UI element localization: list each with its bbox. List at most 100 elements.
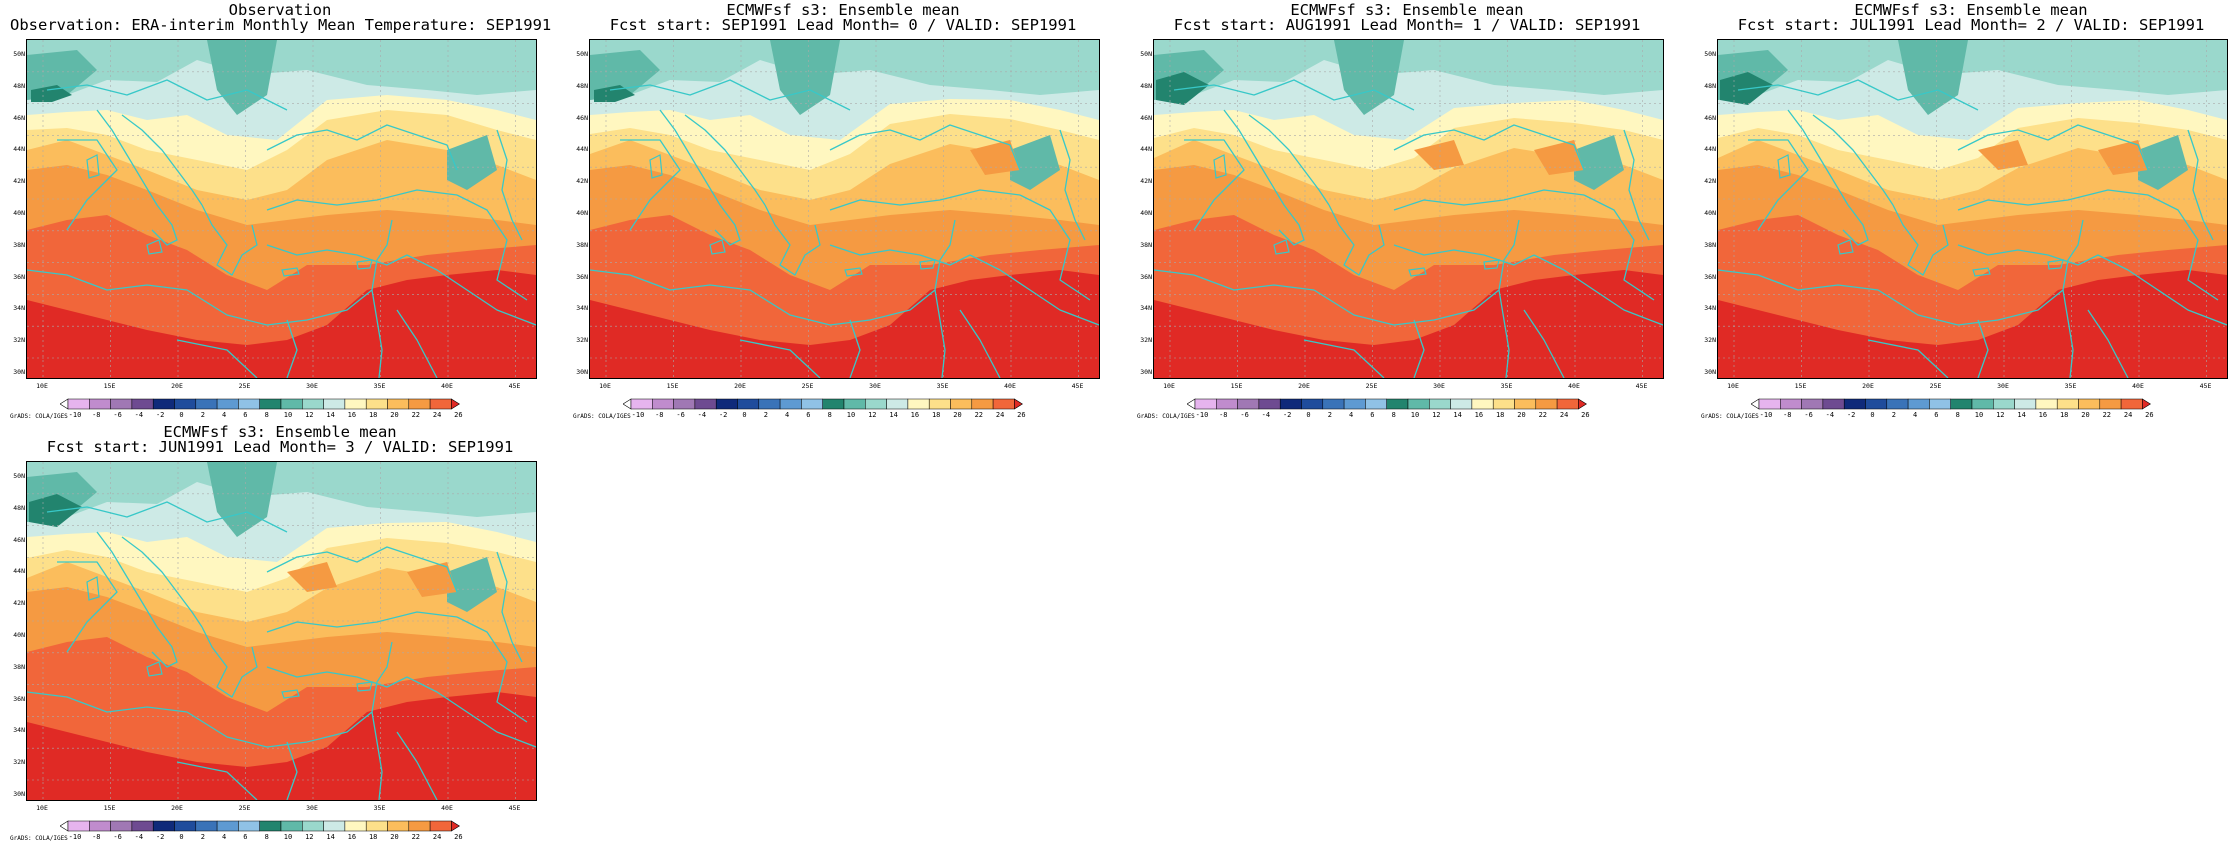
- lat-tick-label: 48N: [576, 81, 588, 90]
- colorbar-tick-label: 2: [763, 411, 768, 419]
- colorbar-tick-label: -8: [1219, 411, 1228, 419]
- colorbar-tick-label: 26: [454, 411, 463, 419]
- colorbar-tick-label: 26: [454, 833, 463, 841]
- lat-tick-label: 38N: [13, 662, 25, 671]
- lat-tick-label: 34N: [1704, 304, 1716, 313]
- colorbar-tick-label: 24: [432, 833, 442, 841]
- colorbar-tick-label: 22: [411, 411, 421, 419]
- lon-tick-label: 10E: [1163, 382, 1175, 390]
- colorbar: [60, 820, 460, 832]
- lat-tick-label: 46N: [1140, 113, 1152, 122]
- panel-title: Observation: [228, 1, 332, 19]
- lon-tick-label: 10E: [599, 382, 611, 390]
- lon-tick-label: 45E: [1635, 382, 1648, 390]
- lon-tick-label: 30E: [869, 382, 881, 390]
- lat-tick-label: 32N: [13, 758, 25, 767]
- lat-tick-label: 50N: [576, 50, 588, 58]
- lon-tick-label: 15E: [103, 382, 116, 390]
- colorbar-tick-label: -2: [155, 411, 165, 419]
- colorbar-tick-label: 4: [1348, 411, 1354, 419]
- colorbar-tick-label: 22: [411, 833, 421, 841]
- colorbar-tick-label: 14: [889, 411, 898, 419]
- colorbar-tick-label: 12: [305, 833, 314, 841]
- lat-tick-label: 48N: [13, 81, 25, 90]
- lat-tick-label: 40N: [1704, 209, 1716, 217]
- colorbar-tick-label: -6: [113, 833, 122, 841]
- colorbar-tick-label: 12: [1996, 411, 2005, 419]
- lat-tick-label: 32N: [13, 336, 25, 345]
- lat-tick-label: 30N: [1140, 368, 1152, 376]
- colorbar-tick-label: 20: [390, 411, 399, 419]
- lat-tick-label: 42N: [13, 599, 25, 608]
- colorbar-tick-label: 4: [1912, 411, 1918, 419]
- lat-tick-label: 30N: [13, 368, 25, 376]
- colorbar-tick-label: 12: [1432, 411, 1441, 419]
- colorbar-tick-label: 0: [179, 833, 184, 841]
- colorbar-tick-label: -2: [1846, 411, 1856, 419]
- colorbar-tick-label: -8: [1783, 411, 1792, 419]
- lon-tick-label: 45E: [508, 804, 521, 812]
- colorbar-tick-label: 10: [1410, 411, 1420, 419]
- temperature-field: [590, 40, 1099, 378]
- colorbar-tick-label: 2: [200, 833, 205, 841]
- colorbar: [1751, 398, 2151, 410]
- grads-credit: GrADS: COLA/IGES: [1137, 413, 1195, 420]
- colorbar-tick-label: -10: [1195, 411, 1209, 419]
- lon-tick-label: 20E: [1298, 382, 1310, 390]
- panel-title: ECMWFsf s3: Ensemble mean: [726, 1, 960, 19]
- lat-tick-label: 42N: [576, 177, 588, 186]
- colorbar-tick-label: 20: [2081, 411, 2090, 419]
- colorbar-tick-label: -8: [92, 411, 101, 419]
- lat-tick-label: 42N: [1704, 177, 1716, 186]
- lon-tick-label: 40E: [441, 382, 453, 390]
- colorbar-tick-label: 20: [953, 411, 962, 419]
- lat-tick-label: 34N: [13, 304, 25, 313]
- lat-tick-label: 50N: [13, 50, 25, 58]
- colorbar-tick-label: 20: [1517, 411, 1526, 419]
- colorbar-tick-label: 4: [784, 411, 790, 419]
- temperature-field: [27, 462, 536, 800]
- lon-tick-label: 10E: [1727, 382, 1739, 390]
- colorbar-tick-label: 22: [1538, 411, 1548, 419]
- colorbar-tick-label: 10: [283, 833, 293, 841]
- lat-tick-label: 32N: [576, 336, 588, 345]
- grads-credit: GrADS: COLA/IGES: [1701, 413, 1759, 420]
- lon-tick-label: 25E: [1929, 382, 1942, 390]
- lon-tick-label: 30E: [306, 382, 318, 390]
- lat-tick-label: 40N: [576, 209, 588, 217]
- temperature-map: [26, 39, 537, 379]
- colorbar-tick-label: 14: [2017, 411, 2026, 419]
- colorbar-tick-label: 8: [1391, 411, 1396, 419]
- colorbar-tick-label: 26: [1017, 411, 1026, 419]
- lon-tick-label: 45E: [2199, 382, 2212, 390]
- colorbar-tick-label: 16: [910, 411, 920, 419]
- temperature-map: [1717, 39, 2228, 379]
- colorbar: [1187, 398, 1587, 410]
- lat-tick-label: 38N: [1704, 240, 1716, 249]
- colorbar-tick-label: 20: [390, 833, 399, 841]
- colorbar-tick-label: -8: [655, 411, 664, 419]
- colorbar-tick-label: -2: [718, 411, 728, 419]
- lon-tick-label: 25E: [238, 804, 251, 812]
- lat-tick-label: 46N: [13, 113, 25, 122]
- colorbar-tick-label: 26: [2145, 411, 2154, 419]
- colorbar-tick-label: 12: [868, 411, 877, 419]
- colorbar-tick-label: 24: [995, 411, 1005, 419]
- colorbar-tick-label: -2: [155, 833, 165, 841]
- colorbar-tick-label: 10: [1974, 411, 1984, 419]
- lat-tick-label: 42N: [1140, 177, 1152, 186]
- colorbar-tick-label: 6: [243, 833, 248, 841]
- lat-tick-label: 36N: [13, 272, 25, 281]
- lat-tick-label: 48N: [1140, 81, 1152, 90]
- lat-tick-label: 34N: [1140, 304, 1152, 313]
- map-panel-lead2: ECMWFsf s3: Ensemble mean Fcst start: JU…: [1701, 0, 2240, 420]
- temperature-map: [589, 39, 1100, 379]
- colorbar-tick-label: -2: [1282, 411, 1292, 419]
- colorbar-tick-label: 8: [264, 411, 269, 419]
- colorbar-tick-label: -6: [676, 411, 685, 419]
- panel-subtitle: Fcst start: JUL1991 Lead Month= 2 / VALI…: [1737, 16, 2205, 34]
- panel-subtitle: Fcst start: SEP1991 Lead Month= 0 / VALI…: [609, 16, 1077, 34]
- lon-tick-label: 25E: [238, 382, 251, 390]
- lon-tick-label: 15E: [666, 382, 679, 390]
- colorbar-tick-label: -10: [631, 411, 645, 419]
